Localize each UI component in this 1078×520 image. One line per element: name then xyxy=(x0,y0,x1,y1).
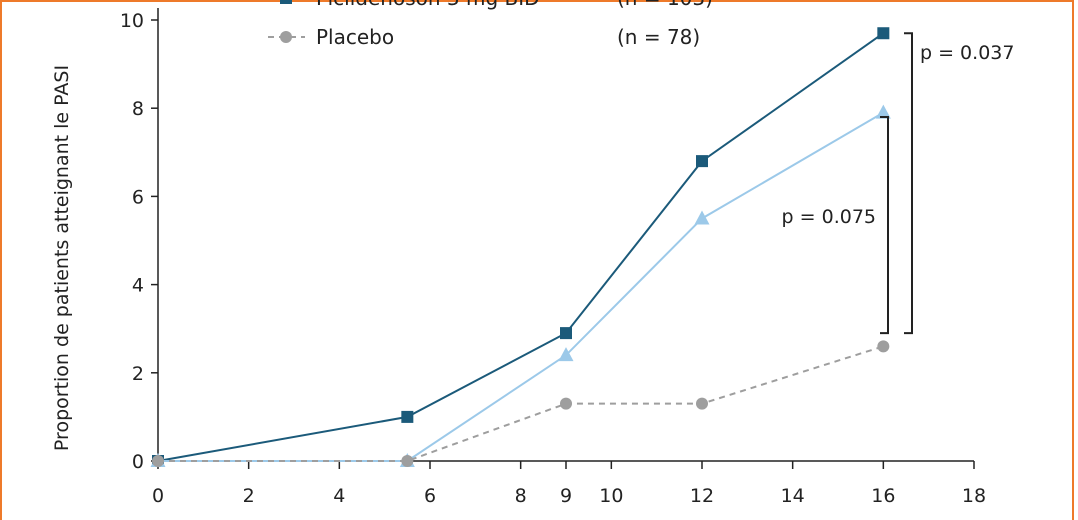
data-point-2-0 xyxy=(152,455,164,467)
legend-label-1: Placebo xyxy=(316,25,394,49)
x-tick-label: 4 xyxy=(333,485,345,507)
data-point-2-3 xyxy=(696,397,708,410)
data-point-0-3 xyxy=(696,155,708,168)
x-tick-label: 8 xyxy=(515,485,527,507)
series-line-1 xyxy=(158,111,884,462)
y-tick-label: 10 xyxy=(120,10,144,32)
series-line-0 xyxy=(157,32,884,462)
x-tick-label: 14 xyxy=(781,485,805,507)
y-tick-label: 0 xyxy=(132,451,144,473)
x-tick-label: 2 xyxy=(243,485,255,507)
x-tick-label: 6 xyxy=(424,485,436,507)
x-tick-label: 18 xyxy=(962,485,986,507)
pvalue-label-1: p = 0.037 xyxy=(920,42,1014,64)
data-point-0-2 xyxy=(560,327,572,340)
data-point-2-2 xyxy=(560,397,572,410)
data-point-0-4 xyxy=(877,27,890,40)
x-tick-label: 16 xyxy=(871,485,895,507)
x-tick-label: 0 xyxy=(152,485,164,507)
y-tick-label: 2 xyxy=(132,363,144,385)
bracket-pvalue-1 xyxy=(904,32,913,335)
legend-marker-1 xyxy=(280,31,292,43)
data-point-2-1 xyxy=(401,455,414,467)
x-tick-label: 10 xyxy=(599,485,623,507)
pvalue-label-2: p = 0.075 xyxy=(782,206,876,228)
y-tick-label: 8 xyxy=(132,98,144,120)
series-line-2 xyxy=(158,345,884,462)
legend-n-0: (n = 103) xyxy=(617,0,713,10)
data-point-2-4 xyxy=(877,340,890,353)
data-point-0-1 xyxy=(401,410,414,423)
data-point-1-3 xyxy=(694,210,710,225)
x-tick-label: 12 xyxy=(690,485,714,507)
data-point-1-4 xyxy=(875,104,891,119)
legend-n-1: (n = 78) xyxy=(617,25,700,49)
data-point-1-2 xyxy=(558,347,574,362)
legend-label-0: Piclidenoson 3 mg BID xyxy=(316,0,540,10)
legend-marker-0 xyxy=(280,0,292,4)
x-tick-label: 9 xyxy=(560,485,572,507)
y-tick-label: 4 xyxy=(132,275,144,297)
bracket-pvalue-2 xyxy=(880,116,889,335)
y-tick-label: 6 xyxy=(132,186,144,208)
